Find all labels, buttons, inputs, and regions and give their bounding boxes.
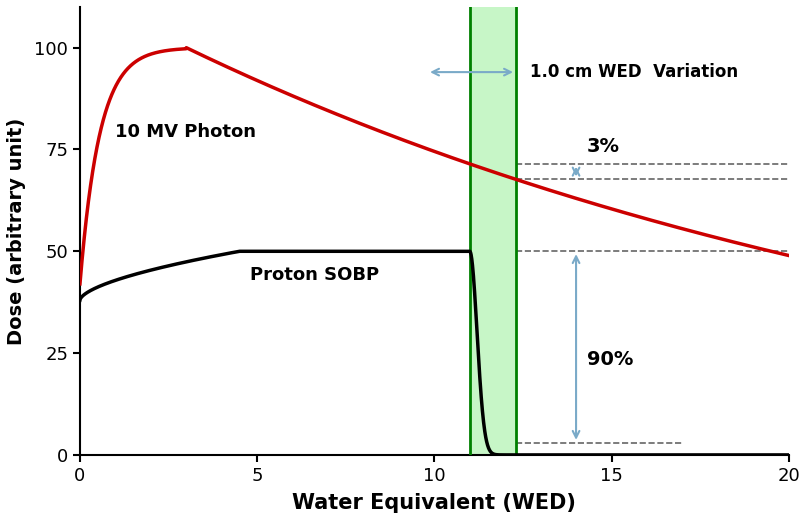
Y-axis label: Dose (arbitrary unit): Dose (arbitrary unit) (7, 118, 26, 345)
Text: 3%: 3% (587, 137, 620, 156)
Text: Proton SOBP: Proton SOBP (250, 266, 379, 284)
Text: 1.0 cm WED  Variation: 1.0 cm WED Variation (530, 63, 738, 81)
X-axis label: Water Equivalent (WED): Water Equivalent (WED) (292, 493, 576, 513)
Text: 90%: 90% (587, 350, 633, 369)
Bar (470, 7, 516, 455)
Text: 10 MV Photon: 10 MV Photon (115, 123, 257, 141)
